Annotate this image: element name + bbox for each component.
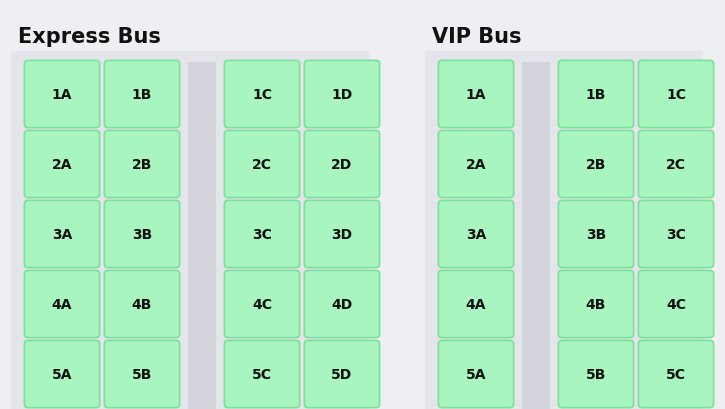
FancyBboxPatch shape (104, 201, 180, 268)
Text: 1A: 1A (51, 88, 72, 102)
Text: 5D: 5D (331, 367, 352, 381)
Text: 5A: 5A (51, 367, 72, 381)
FancyBboxPatch shape (439, 61, 513, 128)
Text: 4C: 4C (252, 297, 272, 311)
Text: 4C: 4C (666, 297, 686, 311)
FancyBboxPatch shape (304, 341, 380, 408)
Text: 5B: 5B (132, 367, 152, 381)
Text: 4B: 4B (586, 297, 606, 311)
Text: 5C: 5C (252, 367, 272, 381)
FancyBboxPatch shape (225, 61, 299, 128)
FancyBboxPatch shape (304, 131, 380, 198)
Text: 1C: 1C (252, 88, 272, 102)
Text: 3C: 3C (252, 227, 272, 241)
Bar (522, 63, 550, 409)
FancyBboxPatch shape (439, 271, 513, 338)
Text: 5B: 5B (586, 367, 606, 381)
Text: 4D: 4D (331, 297, 352, 311)
FancyBboxPatch shape (25, 341, 99, 408)
FancyBboxPatch shape (104, 271, 180, 338)
Text: 1D: 1D (331, 88, 352, 102)
Text: 2B: 2B (132, 157, 152, 172)
FancyBboxPatch shape (225, 131, 299, 198)
FancyBboxPatch shape (25, 201, 99, 268)
FancyBboxPatch shape (104, 61, 180, 128)
Text: VIP Bus: VIP Bus (432, 27, 521, 47)
Text: 4A: 4A (465, 297, 486, 311)
FancyBboxPatch shape (439, 131, 513, 198)
FancyBboxPatch shape (558, 201, 634, 268)
FancyBboxPatch shape (25, 271, 99, 338)
Text: 2B: 2B (586, 157, 606, 172)
FancyBboxPatch shape (104, 131, 180, 198)
FancyBboxPatch shape (639, 201, 713, 268)
FancyBboxPatch shape (639, 271, 713, 338)
Text: 2A: 2A (465, 157, 486, 172)
Text: 3A: 3A (465, 227, 486, 241)
Text: 2D: 2D (331, 157, 352, 172)
FancyBboxPatch shape (11, 52, 369, 409)
FancyBboxPatch shape (639, 341, 713, 408)
FancyBboxPatch shape (558, 131, 634, 198)
FancyBboxPatch shape (304, 201, 380, 268)
Text: 2A: 2A (51, 157, 72, 172)
FancyBboxPatch shape (439, 341, 513, 408)
Text: 4A: 4A (51, 297, 72, 311)
Text: 2C: 2C (252, 157, 272, 172)
Text: 5A: 5A (465, 367, 486, 381)
FancyBboxPatch shape (639, 131, 713, 198)
Text: 4B: 4B (132, 297, 152, 311)
FancyBboxPatch shape (558, 341, 634, 408)
Text: 3B: 3B (586, 227, 606, 241)
Text: 3A: 3A (51, 227, 72, 241)
Text: 1B: 1B (586, 88, 606, 102)
Text: 3B: 3B (132, 227, 152, 241)
FancyBboxPatch shape (104, 341, 180, 408)
Text: 1B: 1B (132, 88, 152, 102)
Text: Express Bus: Express Bus (18, 27, 161, 47)
Bar (188, 63, 216, 409)
Text: 1A: 1A (465, 88, 486, 102)
FancyBboxPatch shape (558, 271, 634, 338)
FancyBboxPatch shape (558, 61, 634, 128)
FancyBboxPatch shape (225, 201, 299, 268)
Text: 2C: 2C (666, 157, 686, 172)
FancyBboxPatch shape (304, 271, 380, 338)
Text: 1C: 1C (666, 88, 686, 102)
Text: 5C: 5C (666, 367, 686, 381)
FancyBboxPatch shape (225, 341, 299, 408)
Text: 3C: 3C (666, 227, 686, 241)
FancyBboxPatch shape (25, 131, 99, 198)
FancyBboxPatch shape (25, 61, 99, 128)
FancyBboxPatch shape (439, 201, 513, 268)
FancyBboxPatch shape (639, 61, 713, 128)
FancyBboxPatch shape (304, 61, 380, 128)
Text: 3D: 3D (331, 227, 352, 241)
FancyBboxPatch shape (425, 52, 703, 409)
FancyBboxPatch shape (225, 271, 299, 338)
